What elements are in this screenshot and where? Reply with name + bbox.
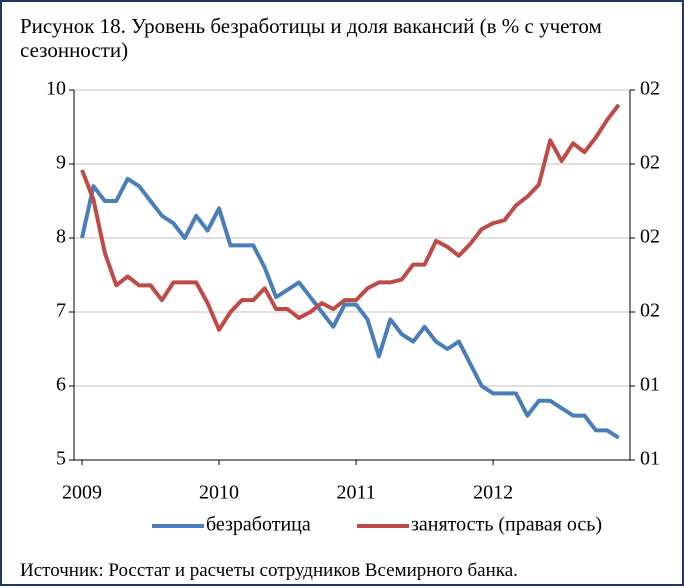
y-tick-label: 6 (56, 374, 66, 396)
y-tick-label: 7 (56, 300, 66, 322)
series-line (80, 176, 620, 440)
legend-label: безработица (206, 514, 311, 536)
y-tick-label: 8 (56, 226, 66, 248)
y2-tick-label: 02 (640, 152, 660, 174)
y2-tick-label: 01 (640, 374, 660, 396)
series-line (80, 103, 621, 332)
legend-label: занятость (правая ось) (411, 514, 602, 536)
y-tick-label: 10 (46, 78, 66, 100)
y2-tick-label: 02 (640, 300, 660, 322)
y-tick-label: 9 (56, 152, 66, 174)
y-tick-label: 5 (56, 448, 66, 470)
chart-title: Рисунок 18. Уровень безработицы и доля в… (20, 14, 602, 62)
x-tick-label: 2012 (473, 482, 513, 504)
source-note: Источник: Росстат и расчеты сотрудников … (20, 560, 518, 581)
y2-tick-label: 02 (640, 226, 660, 248)
x-tick-label: 2010 (199, 482, 239, 504)
y2-tick-label: 01 (640, 448, 660, 470)
x-tick-label: 2011 (336, 482, 375, 504)
y2-tick-label: 02 (640, 78, 660, 100)
x-tick-label: 2009 (62, 482, 102, 504)
